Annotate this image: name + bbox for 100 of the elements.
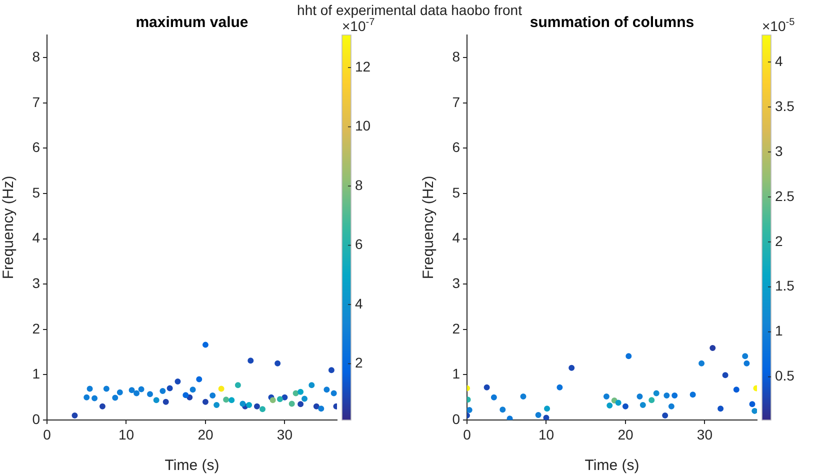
x-tick-label: 10 [118, 426, 134, 442]
point [240, 400, 246, 407]
point [672, 392, 678, 399]
point [606, 402, 613, 409]
point [112, 394, 118, 401]
point [710, 344, 716, 351]
point [134, 390, 140, 396]
point [153, 397, 160, 404]
point [246, 402, 252, 408]
x-axis-title: Time (s) [164, 457, 220, 474]
point [196, 376, 202, 382]
point [615, 400, 622, 406]
point [103, 386, 110, 392]
point [490, 394, 497, 400]
color-bar-label: 2 [355, 354, 363, 371]
point [467, 407, 472, 414]
point [228, 397, 235, 404]
y-tick-label: 3 [452, 274, 460, 291]
point [698, 360, 705, 366]
point [622, 403, 628, 410]
point [223, 396, 230, 403]
x-tick-label: 0 [463, 426, 472, 442]
point [302, 396, 308, 402]
x-tick-label: 20 [198, 426, 214, 442]
y-tick-label: 2 [452, 320, 460, 336]
point [174, 378, 181, 384]
point [218, 386, 224, 392]
color-bar-label: 3.5 [775, 98, 795, 114]
point [308, 382, 315, 388]
point [276, 396, 283, 402]
chart-title: maximum value [136, 14, 248, 31]
y-tick-label: 4 [32, 230, 40, 246]
color-bar-label: 2 [775, 232, 783, 249]
point [752, 408, 757, 414]
point [84, 394, 90, 400]
point [260, 406, 266, 412]
color-bar-label: 4 [355, 295, 363, 312]
y-tick-label: 3 [32, 274, 40, 291]
y-tick-label: 1 [452, 366, 460, 382]
point [298, 388, 304, 395]
point [160, 388, 166, 394]
x-tick-label: 20 [618, 426, 634, 442]
color-bar-label: 8 [355, 176, 363, 193]
point [718, 406, 724, 412]
color-bar-label: 3 [775, 142, 783, 159]
y-tick-label: 0 [32, 410, 40, 427]
point [664, 392, 670, 399]
point [128, 387, 135, 394]
x-tick-label: 0 [43, 426, 52, 442]
y-tick-label: 7 [32, 94, 40, 110]
y-tick-label: 8 [452, 48, 460, 65]
point [636, 393, 643, 400]
point [202, 342, 208, 348]
y-tick-label: 7 [452, 94, 460, 110]
point [318, 406, 324, 412]
point [500, 406, 506, 413]
y-axis-title: Frequency (Hz) [0, 176, 18, 280]
y-tick-label: 5 [452, 184, 460, 200]
color-bar-label: 0.5 [775, 368, 795, 384]
point [520, 393, 526, 400]
point [86, 386, 93, 392]
y-tick-label: 4 [452, 230, 460, 246]
chart-title: summation of columns [530, 14, 694, 31]
point [99, 403, 106, 410]
point [324, 386, 330, 393]
point [270, 397, 276, 404]
x-tick-label: 10 [538, 426, 554, 442]
point [190, 386, 196, 393]
y-tick-label: 6 [32, 139, 40, 156]
point [274, 360, 281, 366]
point [742, 353, 748, 360]
point [288, 400, 295, 407]
y-tick-label: 1 [32, 366, 40, 382]
x-axis-title: Time (s) [584, 457, 640, 474]
point [182, 392, 189, 398]
point [556, 384, 563, 390]
point [248, 358, 254, 364]
point [282, 394, 288, 400]
y-tick-label: 2 [32, 320, 40, 336]
color-bar-label: 2.5 [775, 188, 795, 204]
point [611, 398, 618, 404]
point [535, 412, 542, 418]
y-tick-label: 8 [32, 48, 40, 65]
point [668, 403, 674, 410]
y-tick-label: 6 [452, 139, 460, 156]
point [72, 412, 78, 418]
y-tick-label: 5 [32, 184, 40, 200]
point [210, 392, 216, 399]
y-axis-title: Frequency (Hz) [420, 176, 438, 280]
point [328, 367, 334, 374]
y-tick-label: 0 [452, 410, 460, 427]
point [162, 398, 169, 405]
text: hht of experimental data haobo front [297, 2, 522, 18]
point [626, 353, 632, 360]
point [640, 402, 646, 408]
color-bar-label: 1 [775, 322, 783, 339]
color-bar-label: 10 [355, 118, 371, 134]
point [298, 401, 304, 408]
color-bar-label: 4 [775, 52, 783, 69]
point [544, 406, 550, 412]
